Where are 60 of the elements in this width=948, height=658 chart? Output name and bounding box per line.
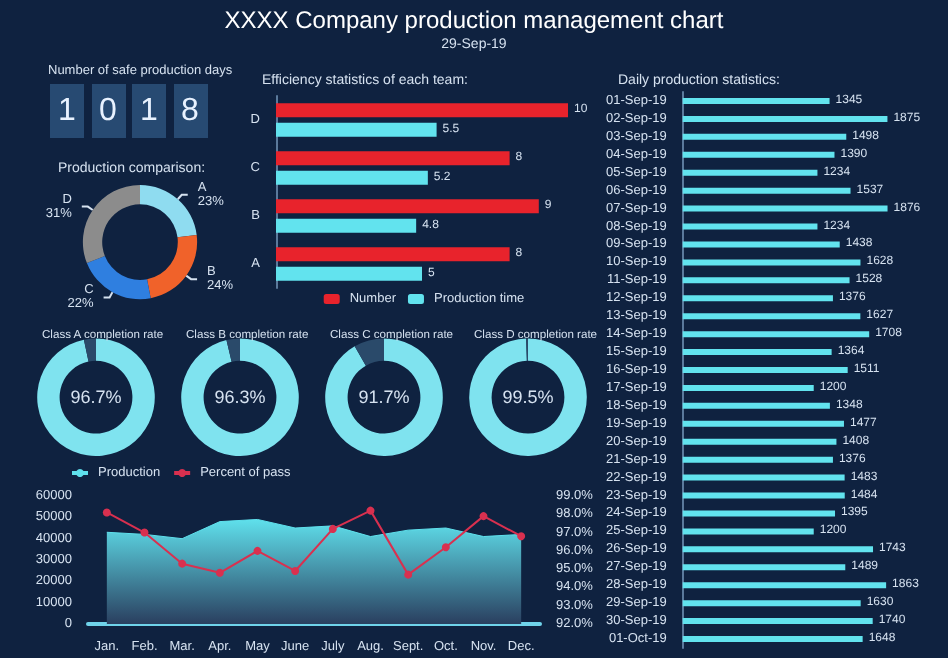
bar (682, 528, 814, 535)
point (441, 543, 450, 552)
data-label: 91.7% (358, 387, 410, 408)
bar (682, 259, 861, 266)
point (102, 508, 111, 517)
bar (682, 438, 837, 445)
number-tile: 1 (132, 84, 166, 138)
number-tile: 1 (50, 84, 84, 138)
bar (276, 218, 417, 233)
bar (276, 103, 568, 118)
bar (682, 331, 870, 338)
bar (682, 474, 845, 481)
bar (682, 456, 833, 463)
point (328, 524, 337, 533)
data-label: 96.7% (70, 387, 122, 408)
bar (276, 170, 428, 185)
bar (682, 205, 888, 212)
bar (682, 582, 887, 589)
bar (276, 247, 510, 262)
bar (682, 241, 840, 248)
bar (682, 546, 874, 553)
bar (682, 367, 848, 373)
bar (682, 349, 832, 356)
point (291, 566, 300, 575)
point (404, 570, 413, 579)
point (517, 532, 526, 541)
bar (682, 277, 850, 284)
bar (682, 223, 818, 230)
bar (682, 169, 818, 176)
number-tile: 8 (173, 84, 207, 138)
bar (682, 420, 844, 427)
bar (682, 492, 845, 499)
bar (682, 384, 814, 391)
bar (682, 115, 888, 122)
bar (682, 187, 851, 194)
bar (682, 402, 830, 409)
bar (682, 97, 830, 104)
bar (276, 266, 422, 281)
point (253, 546, 262, 555)
bar (682, 636, 863, 643)
point (366, 506, 375, 515)
bar (682, 313, 861, 320)
bar (682, 564, 846, 571)
text: XXXX Company production management chart (222, 6, 726, 34)
bar (682, 151, 835, 158)
bar (682, 600, 861, 607)
bar (682, 510, 836, 517)
point (479, 512, 488, 521)
number-tile: 0 (91, 84, 125, 138)
bar (276, 122, 437, 137)
bar (276, 151, 510, 166)
bar (682, 618, 873, 625)
bar (276, 199, 539, 214)
point (178, 559, 187, 568)
point (215, 568, 224, 577)
point (140, 528, 149, 537)
data-label: 96.3% (214, 387, 266, 408)
data-label: 99.5% (502, 387, 554, 408)
bar (682, 295, 833, 302)
bar (682, 133, 847, 140)
